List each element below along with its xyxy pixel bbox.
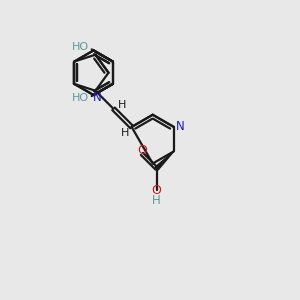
Polygon shape xyxy=(155,151,174,170)
Text: H: H xyxy=(118,100,126,110)
Text: O: O xyxy=(137,144,147,158)
Text: H: H xyxy=(152,194,161,207)
Text: O: O xyxy=(152,184,161,197)
Text: H: H xyxy=(121,128,130,138)
Text: N: N xyxy=(92,91,101,104)
Text: HO: HO xyxy=(72,42,89,52)
Text: HO: HO xyxy=(72,93,89,103)
Text: N: N xyxy=(176,120,184,134)
